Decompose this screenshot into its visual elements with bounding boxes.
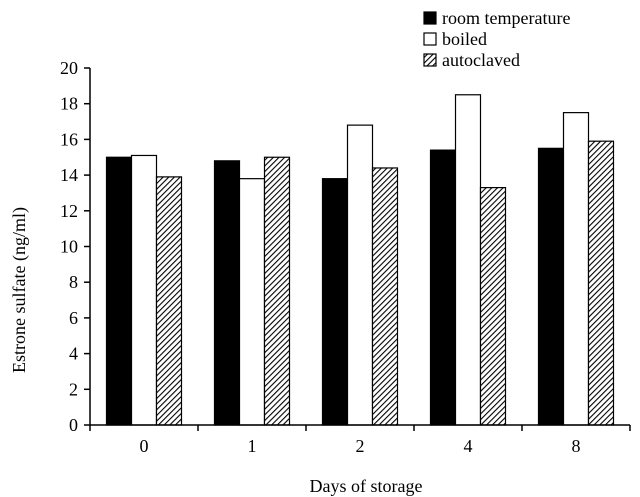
x-tick-label: 1 [248,436,257,456]
bar-boiled-0 [130,154,158,426]
y-axis-label: Estrone sulfate (ng/ml) [9,207,30,373]
bar-room-temperature-1 [213,160,241,426]
legend-swatch [423,11,437,25]
bars-layer [105,94,615,426]
y-tick-label: 18 [60,94,78,114]
y-tick-label: 20 [60,58,78,78]
bar-boiled-8 [562,112,590,426]
legend-swatch [423,32,437,46]
x-tick-label: 8 [572,436,581,456]
legend-label: autoclaved [442,50,520,70]
bar-boiled-2 [346,124,374,426]
y-tick-label: 12 [60,201,78,221]
bar-boiled-4 [454,94,482,426]
bar-autoclaved-2 [371,167,399,426]
bar-boiled-1 [238,178,266,426]
bar-room-temperature-2 [321,178,349,426]
y-tick-label: 2 [69,379,78,399]
x-axis: 0 1 2 4 8 [89,424,631,456]
y-tick-label: 16 [60,129,78,149]
x-axis-label: Days of storage [310,476,423,496]
x-tick-label: 0 [140,436,149,456]
bar-room-temperature-8 [537,147,565,426]
legend-label: room temperature [442,8,570,28]
x-tick-label: 4 [464,436,473,456]
bar-autoclaved-8 [587,140,615,426]
y-tick-label: 6 [69,308,78,328]
bar-autoclaved-1 [263,156,291,426]
y-tick-label: 0 [69,415,78,435]
x-tick-label: 2 [356,436,365,456]
y-axis: 0 2 4 6 8 10 12 14 16 18 20 [60,58,91,435]
y-tick-label: 14 [60,165,78,185]
bar-room-temperature-0 [105,156,133,426]
bar-autoclaved-0 [155,176,183,426]
bar-autoclaved-4 [479,186,507,426]
legend-label: boiled [442,29,487,49]
legend-swatch [423,53,437,67]
y-tick-label: 10 [60,237,78,257]
y-tick-label: 4 [69,344,78,364]
bar-room-temperature-4 [429,149,457,426]
y-tick-label: 8 [69,272,78,292]
